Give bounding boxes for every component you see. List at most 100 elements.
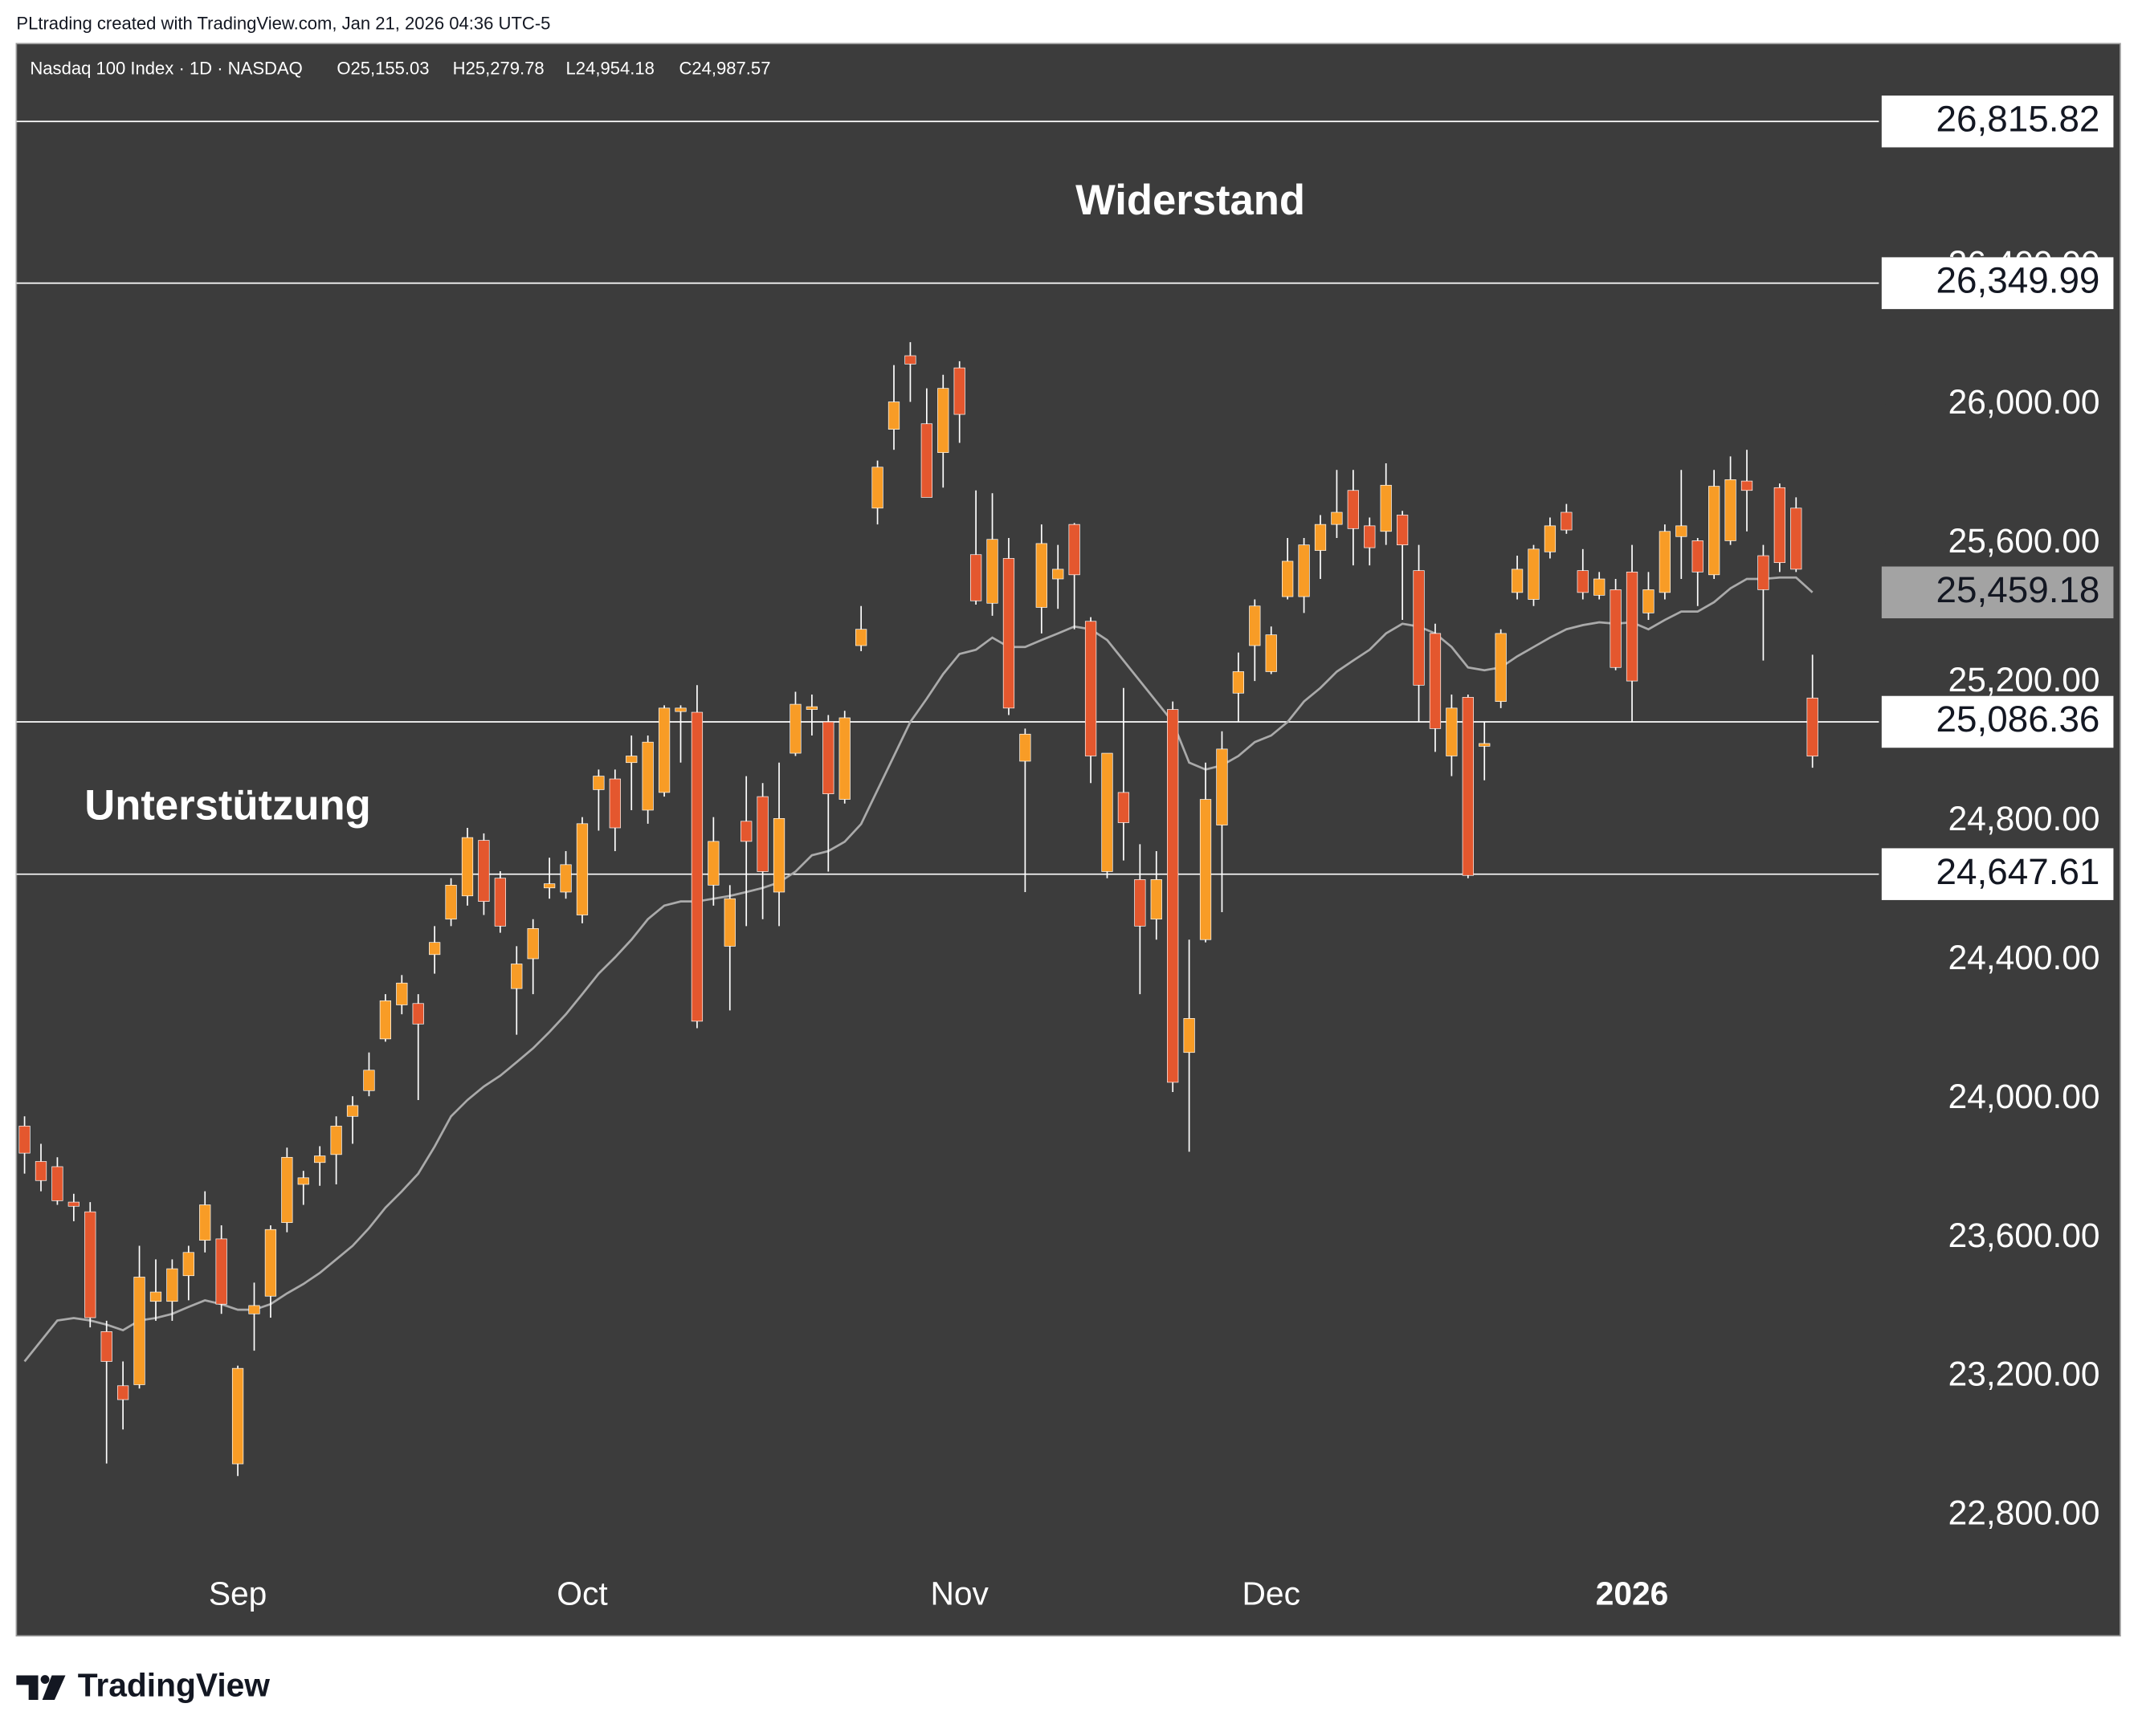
y-tick-label: 23,600.00 — [1948, 1216, 2100, 1254]
x-tick-label: Oct — [557, 1575, 608, 1612]
y-tick-label: 24,800.00 — [1948, 800, 2100, 837]
candle-body — [215, 1238, 227, 1305]
candle-body — [1773, 487, 1785, 564]
candle-body — [527, 928, 539, 960]
candle-body — [314, 1155, 326, 1163]
candle-body — [396, 982, 408, 1005]
y-tick-label: 24,400.00 — [1948, 939, 2100, 976]
candle-body — [576, 823, 589, 915]
candle-body — [1691, 540, 1703, 573]
candle-body — [1806, 697, 1818, 757]
candle-body — [1265, 634, 1277, 672]
candle-body — [1577, 570, 1589, 593]
candle-body — [658, 707, 671, 793]
y-tick-label: 24,000.00 — [1948, 1078, 2100, 1115]
candle-body — [84, 1211, 96, 1318]
candle-body — [757, 796, 769, 872]
candle-body — [1167, 709, 1179, 1083]
candle-body — [1002, 558, 1015, 709]
candle-body — [116, 1385, 129, 1400]
candle-body — [609, 778, 621, 829]
candle-body — [1462, 697, 1474, 876]
header-credit: PLtrading created with TradingView.com, … — [16, 13, 550, 33]
brand-name: TradingView — [78, 1666, 271, 1703]
candle-body — [231, 1367, 244, 1465]
candle-body — [773, 817, 785, 893]
candle-body — [1659, 531, 1671, 593]
candle-body — [1019, 733, 1031, 762]
candle-body — [920, 423, 932, 498]
level-tag — [1881, 95, 2114, 148]
candle-body — [855, 629, 867, 646]
candle-body — [429, 942, 441, 956]
candle-body — [1708, 486, 1720, 576]
candle-body — [1724, 479, 1736, 541]
level-tag — [1881, 848, 2114, 900]
candle-body — [1249, 605, 1261, 646]
candle-body — [626, 756, 638, 764]
candle-body — [379, 1000, 392, 1040]
candle-body — [166, 1268, 178, 1302]
candle-body — [1068, 524, 1080, 576]
candle-body — [953, 367, 965, 415]
y-tick-label: 23,200.00 — [1948, 1355, 2100, 1393]
x-tick-label: 2026 — [1596, 1575, 1669, 1612]
candle-body — [1790, 507, 1802, 570]
annotation: Widerstand — [1075, 177, 1305, 224]
level-label: 25,086.36 — [1936, 699, 2100, 740]
y-tick-label: 25,200.00 — [1948, 661, 2100, 699]
candle-body — [1380, 484, 1392, 532]
candle-body — [1035, 543, 1047, 608]
candle-body — [281, 1156, 293, 1223]
candle-body — [904, 355, 916, 365]
level-tag — [1881, 695, 2114, 748]
ohlc-legend: L24,954.18 — [566, 58, 655, 78]
x-tick-label: Dec — [1242, 1575, 1300, 1612]
candle-body — [1117, 792, 1130, 823]
candle-body — [1134, 879, 1146, 927]
candle-body — [478, 840, 490, 902]
plot-area — [16, 120, 1879, 1477]
candle-body — [1479, 743, 1491, 747]
candle-body — [1642, 589, 1655, 613]
x-tick-label: Nov — [930, 1575, 989, 1612]
ma-price-tag — [1881, 566, 2114, 619]
candle-body — [969, 554, 982, 601]
candle-body — [543, 883, 556, 889]
candle-body — [724, 898, 736, 947]
y-tick-label: 25,600.00 — [1948, 522, 2100, 560]
candle-body — [1183, 1018, 1195, 1053]
level-label: 26,349.99 — [1936, 260, 2100, 301]
candle-body — [1101, 752, 1113, 872]
candle-body — [1610, 589, 1622, 668]
logo-icon — [40, 1675, 50, 1684]
candle-body — [1740, 480, 1753, 491]
x-tick-label: Sep — [209, 1575, 267, 1612]
candle-body — [822, 721, 834, 794]
candle-body — [494, 878, 506, 927]
y-tick-label: 26,000.00 — [1948, 383, 2100, 421]
candle-body — [790, 703, 802, 754]
candle-body — [1528, 548, 1540, 600]
candle-body — [1216, 748, 1228, 825]
candle-body — [986, 539, 998, 604]
candle-body — [642, 741, 654, 811]
candle-body — [1298, 544, 1310, 597]
candle-body — [67, 1201, 80, 1207]
y-tick-label: 22,800.00 — [1948, 1494, 2100, 1532]
candle-body — [1413, 570, 1425, 686]
candle-body — [182, 1252, 194, 1277]
candle-body — [264, 1229, 277, 1297]
candle-body — [1396, 515, 1409, 545]
chart-panel — [15, 43, 2121, 1637]
candle-body — [18, 1126, 31, 1154]
candle-body — [445, 884, 457, 920]
candle-body — [35, 1161, 47, 1181]
level-label: 26,815.82 — [1936, 98, 2100, 139]
logo-icon — [16, 1675, 39, 1701]
candle-body — [1495, 633, 1507, 702]
candle-body — [691, 711, 704, 1022]
logo-icon — [42, 1675, 66, 1701]
candle-body — [51, 1166, 63, 1201]
